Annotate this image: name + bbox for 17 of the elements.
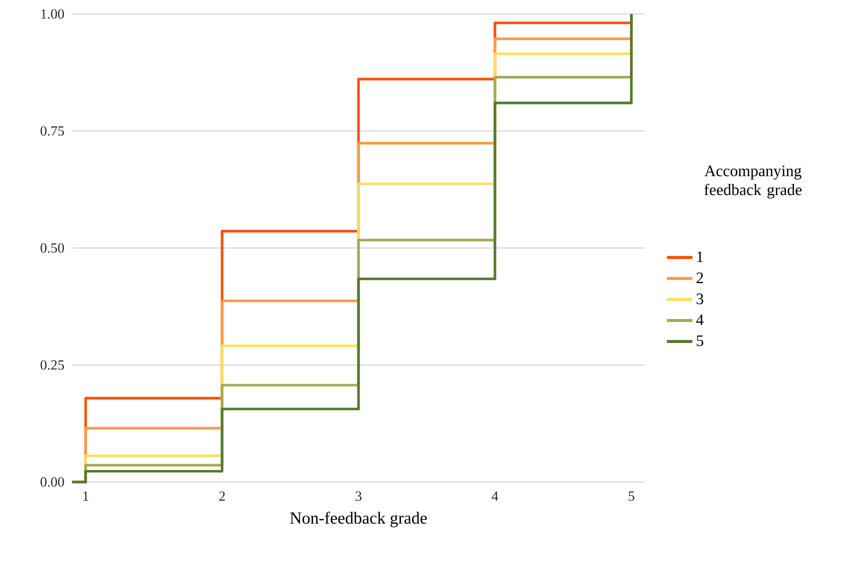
legend-label: 5 [696,335,704,346]
x-tick-label: 4 [492,491,498,501]
x-tick-label: 2 [219,492,225,501]
legend-label: 4 [696,314,704,326]
legend-label: 2 [696,272,703,284]
y-tick-label: 0.25 [40,360,64,370]
x-tick-label: 1 [83,491,88,501]
x-tick-label: 5 [628,491,634,501]
x-axis-title: Non-feedback grade [290,512,427,528]
y-tick-label: 1.00 [41,9,64,19]
y-tick-label: 0.50 [40,243,64,253]
legend-title: Accompanying feedback grade [704,166,802,198]
legend-label: 1 [697,252,703,262]
legend-label: 3 [696,294,704,304]
x-tick-label: 3 [356,492,362,501]
y-tick-label: 0.00 [40,477,64,487]
y-tick-label: 0.75 [40,126,64,136]
